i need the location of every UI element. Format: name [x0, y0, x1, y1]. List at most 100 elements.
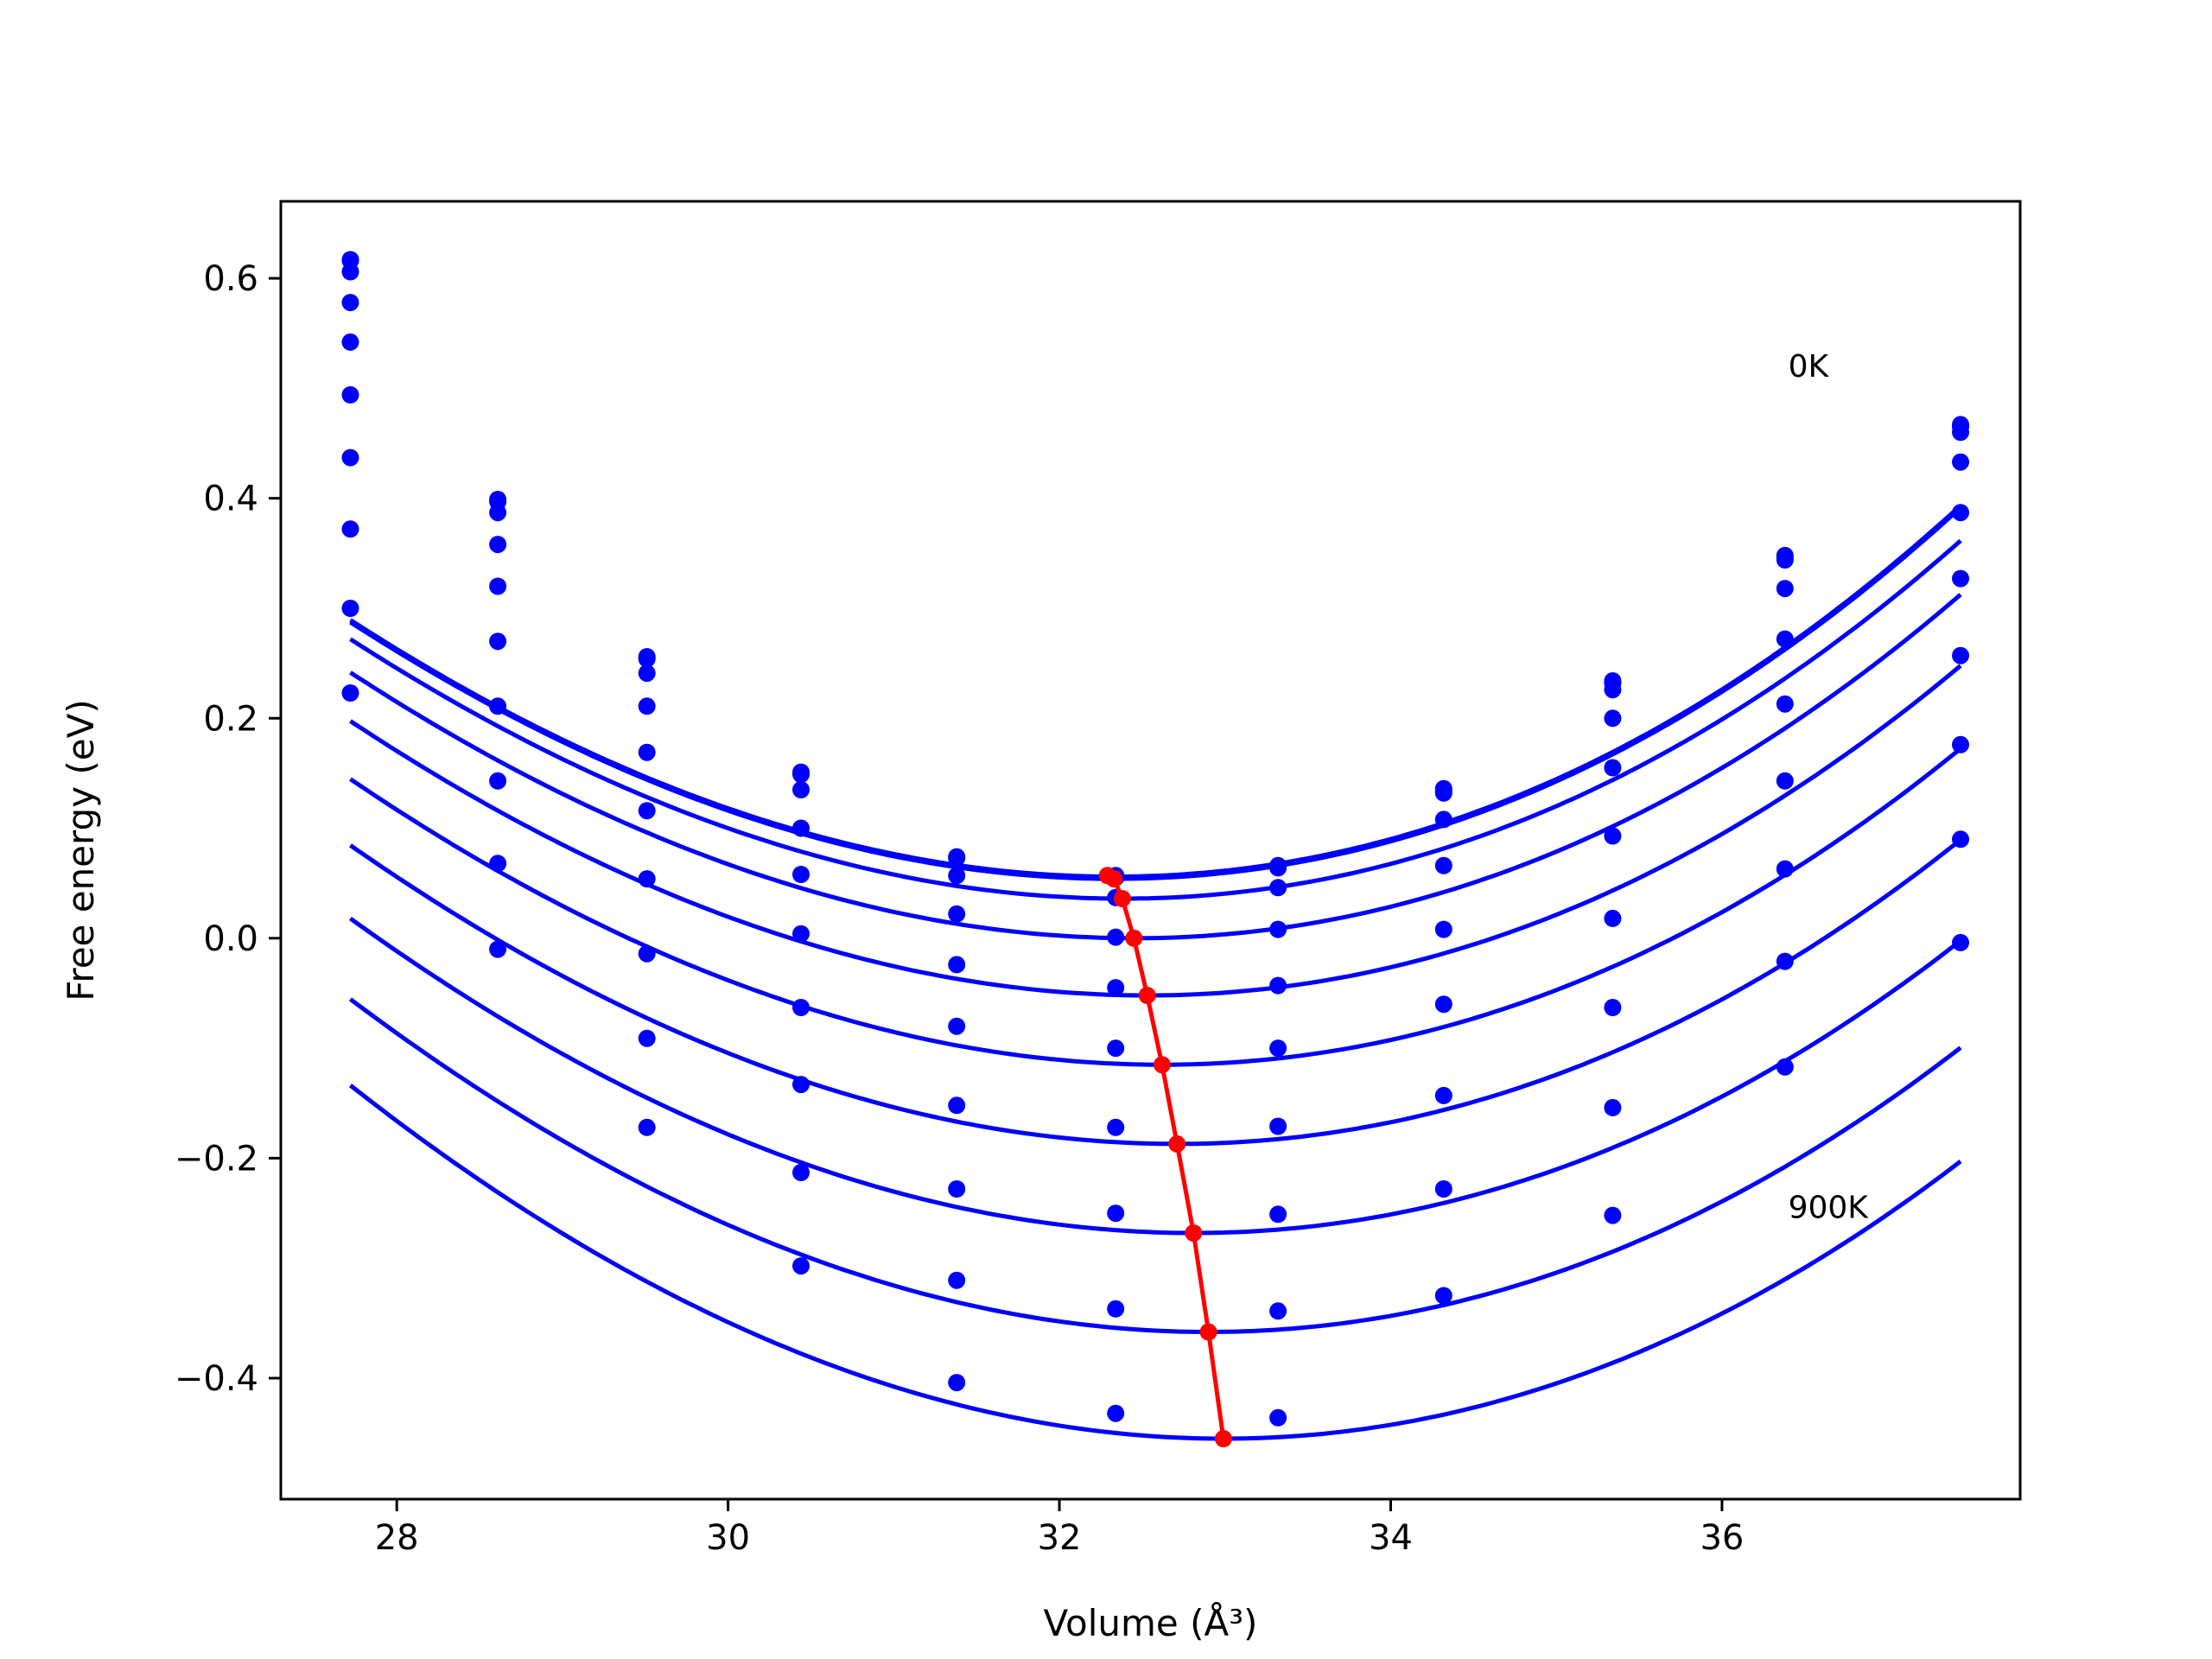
data-point: [1776, 772, 1794, 790]
data-point: [1434, 810, 1452, 829]
x-tick-label: 32: [1038, 1518, 1082, 1558]
minimum-point: [1185, 1224, 1203, 1242]
minimum-point: [1199, 1323, 1217, 1341]
y-axis-label: Free energy (eV): [60, 699, 102, 1001]
data-point: [1269, 859, 1287, 877]
data-point: [1776, 695, 1794, 713]
data-point: [1434, 920, 1452, 938]
data-point: [1434, 1180, 1452, 1198]
annotations: 0K 900K: [1789, 349, 1870, 1226]
data-point: [1952, 933, 1969, 951]
data-point: [341, 386, 359, 404]
minimum-point: [1168, 1135, 1186, 1153]
data-point: [1604, 999, 1622, 1016]
data-point: [638, 743, 656, 761]
data-point: [1269, 1117, 1287, 1135]
data-point: [1952, 569, 1969, 588]
minimum-point: [1138, 987, 1156, 1004]
data-point: [1434, 1086, 1452, 1104]
data-point: [1952, 830, 1969, 849]
minima-line-group: [1098, 867, 1232, 1447]
data-point: [1107, 1404, 1125, 1422]
data-point: [1776, 580, 1794, 598]
x-tick-label: 36: [1700, 1518, 1744, 1558]
fit-curve-7: [349, 916, 1962, 1236]
x-axis: 28 30 32 34 36: [375, 1499, 1744, 1558]
data-point: [1269, 1205, 1287, 1224]
data-point: [489, 632, 507, 651]
data-point: [638, 697, 656, 715]
data-point: [792, 1257, 810, 1275]
data-point: [638, 870, 656, 888]
data-point: [638, 1118, 656, 1136]
data-point: [948, 905, 966, 923]
data-point: [1269, 920, 1287, 938]
data-point: [792, 999, 810, 1016]
data-point: [1107, 1205, 1125, 1223]
data-point: [1952, 504, 1969, 522]
data-point: [792, 1164, 810, 1181]
data-point: [1107, 1300, 1125, 1318]
fit-curve-4: [349, 664, 1962, 998]
data-point: [1952, 423, 1969, 442]
data-point: [948, 1096, 966, 1115]
data-point: [792, 819, 810, 837]
data-point: [1952, 735, 1969, 753]
data-point: [948, 1180, 966, 1198]
data-point: [1952, 646, 1969, 664]
data-point: [1269, 1408, 1287, 1427]
y-axis: 0.6 0.4 0.2 0.0 −0.2 −0.4: [175, 259, 281, 1399]
data-point: [1776, 551, 1794, 569]
data-point: [792, 766, 810, 784]
data-point: [638, 650, 656, 668]
data-point: [341, 333, 359, 351]
data-point: [638, 664, 656, 683]
data-point: [489, 577, 507, 595]
fit-curve-9: [348, 1084, 1962, 1441]
data-point: [489, 536, 507, 554]
data-point: [341, 263, 359, 281]
data-point: [948, 1374, 966, 1392]
data-point: [792, 781, 810, 798]
data-point: [489, 772, 507, 790]
fitted-curves: [348, 504, 1962, 1441]
annotation-0: 0K: [1789, 349, 1830, 385]
y-tick-label: −0.4: [175, 1359, 258, 1399]
data-point: [948, 1017, 966, 1035]
data-point: [1269, 1039, 1287, 1058]
data-point: [948, 1271, 966, 1289]
fit-curve-1: [349, 505, 1962, 881]
data-point: [1952, 453, 1969, 471]
data-point: [489, 940, 507, 958]
x-tick-label: 30: [706, 1518, 750, 1558]
minimum-point: [1153, 1056, 1171, 1074]
data-point: [792, 866, 810, 883]
plot-frame: [279, 200, 2022, 1501]
data-point: [792, 925, 810, 943]
fit-curve-8: [348, 997, 1962, 1334]
fit-curve-5: [349, 747, 1962, 1067]
data-point: [1269, 1302, 1287, 1320]
data-point: [1269, 976, 1287, 995]
data-point: [489, 855, 507, 873]
data-point: [1269, 879, 1287, 897]
x-tick-label: 28: [375, 1518, 419, 1558]
fit-curve-3: [349, 593, 1962, 941]
data-point: [948, 867, 966, 885]
minima-line: [1106, 874, 1226, 1440]
data-point: [341, 448, 359, 467]
y-tick-label: 0.4: [203, 480, 258, 519]
data-point: [341, 520, 359, 538]
data-point: [948, 956, 966, 974]
data-point: [341, 294, 359, 312]
data-point: [1604, 1206, 1622, 1224]
data-point: [341, 684, 359, 702]
y-tick-label: −0.2: [175, 1139, 258, 1179]
fit-curve-6: [349, 837, 1962, 1147]
data-point: [638, 944, 656, 963]
data-point: [1107, 1118, 1125, 1136]
data-point: [1434, 856, 1452, 874]
y-tick-label: 0.6: [203, 259, 258, 299]
data-point: [341, 600, 359, 617]
